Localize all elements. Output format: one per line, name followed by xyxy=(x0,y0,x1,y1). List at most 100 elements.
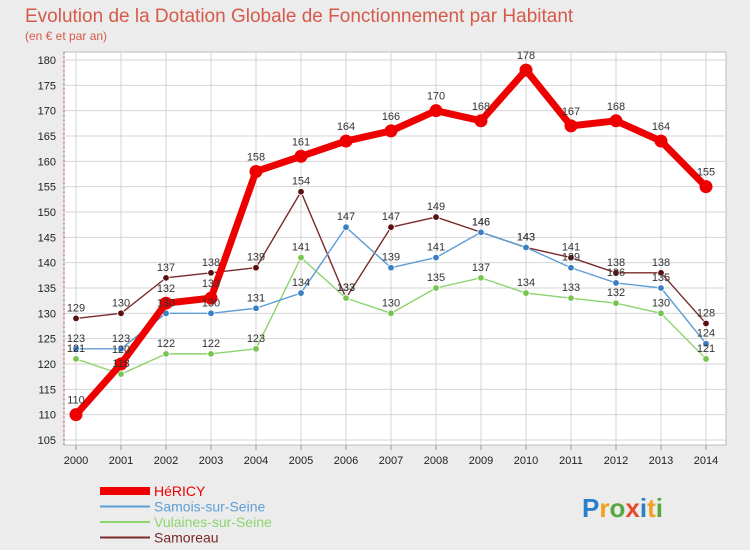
y-tick-label: 145 xyxy=(38,232,56,244)
data-point xyxy=(207,309,215,318)
data-point xyxy=(567,294,575,302)
data-point xyxy=(612,279,620,287)
x-tick-label: 2007 xyxy=(379,455,403,467)
data-label: 133 xyxy=(337,282,355,294)
data-label: 123 xyxy=(67,333,85,345)
series-layer xyxy=(69,63,713,422)
data-point xyxy=(657,269,665,277)
data-point xyxy=(654,134,668,148)
data-label: 139 xyxy=(562,252,580,264)
data-point xyxy=(432,284,440,292)
data-point xyxy=(72,355,80,363)
x-tick-label: 2001 xyxy=(109,455,133,467)
data-label: 130 xyxy=(112,297,130,309)
data-label: 129 xyxy=(67,302,85,314)
y-tick-label: 140 xyxy=(38,258,56,270)
data-label: 161 xyxy=(292,136,310,148)
data-point xyxy=(387,264,395,272)
data-label: 121 xyxy=(67,343,85,355)
data-point xyxy=(117,345,125,353)
data-point xyxy=(429,104,443,118)
data-label: 138 xyxy=(202,257,220,269)
data-label: 123 xyxy=(112,333,130,345)
data-point xyxy=(567,253,575,262)
data-point xyxy=(564,119,578,133)
data-label: 118 xyxy=(112,358,130,370)
data-label: 147 xyxy=(337,211,355,223)
data-point xyxy=(432,213,440,221)
x-tick-label: 2005 xyxy=(289,455,313,467)
data-label: 132 xyxy=(157,283,175,295)
y-tick-label: 130 xyxy=(38,308,56,320)
data-label: 110 xyxy=(67,395,85,407)
data-label: 168 xyxy=(472,101,490,113)
data-point xyxy=(567,264,575,272)
data-point xyxy=(252,345,260,353)
data-point xyxy=(519,63,533,77)
data-point xyxy=(612,269,620,277)
data-point xyxy=(657,309,665,318)
data-point xyxy=(162,274,170,282)
data-label: 135 xyxy=(652,272,670,284)
data-label: 137 xyxy=(472,262,490,274)
data-label: 138 xyxy=(652,257,670,269)
data-point xyxy=(294,149,308,163)
data-label: 133 xyxy=(337,282,355,294)
data-label: 168 xyxy=(607,101,625,113)
data-point xyxy=(159,296,173,310)
y-tick-label: 150 xyxy=(38,207,56,219)
data-label: 136 xyxy=(607,267,625,279)
data-label: 143 xyxy=(517,231,535,243)
data-label: 139 xyxy=(382,252,400,264)
data-label: 146 xyxy=(472,216,490,228)
data-label: 141 xyxy=(562,242,580,254)
data-point xyxy=(342,223,350,231)
data-label: 143 xyxy=(517,231,535,243)
data-label: 170 xyxy=(427,91,445,103)
x-tick-label: 2011 xyxy=(559,455,583,467)
data-label: 122 xyxy=(202,338,220,350)
y-tick-label: 155 xyxy=(38,182,56,194)
data-point xyxy=(387,309,395,318)
data-label: 155 xyxy=(697,167,715,179)
y-tick-label: 105 xyxy=(38,435,56,447)
data-label: 135 xyxy=(427,272,445,284)
x-tick-label: 2006 xyxy=(334,455,358,467)
data-label: 134 xyxy=(292,277,310,289)
y-tick-label: 110 xyxy=(38,410,56,422)
data-point xyxy=(249,164,263,178)
y-tick-label: 160 xyxy=(38,156,56,168)
data-label: 139 xyxy=(247,252,265,264)
x-tick-label: 2000 xyxy=(64,455,88,467)
data-point xyxy=(702,355,710,363)
data-point xyxy=(432,253,440,262)
data-point xyxy=(477,274,485,282)
data-label: 158 xyxy=(247,151,265,163)
data-point xyxy=(477,228,485,236)
data-label: 130 xyxy=(382,297,400,309)
axis-layer: 105 110 115 120 125 130 135 140 145 150 155 160 165 1… xyxy=(38,52,718,467)
data-point xyxy=(252,264,260,272)
data-label: 141 xyxy=(292,242,310,254)
logo-letter: r xyxy=(599,493,609,523)
data-label: 133 xyxy=(202,278,220,290)
data-label: 166 xyxy=(382,111,400,123)
data-label: 164 xyxy=(337,121,355,133)
data-point xyxy=(207,269,215,277)
y-tick-label: 175 xyxy=(38,80,56,92)
data-point xyxy=(702,340,710,348)
data-point xyxy=(69,408,83,422)
data-label: 121 xyxy=(697,343,715,355)
data-label: 132 xyxy=(607,287,625,299)
x-tick-label: 2012 xyxy=(604,455,628,467)
data-point xyxy=(339,134,353,148)
data-point xyxy=(702,319,710,328)
data-label: 124 xyxy=(697,328,715,340)
x-tick-label: 2004 xyxy=(244,455,268,467)
logo-letter: i xyxy=(640,493,647,523)
data-point xyxy=(609,114,623,128)
y-tick-label: 165 xyxy=(38,131,56,143)
data-label: 178 xyxy=(517,50,535,62)
data-point xyxy=(117,309,125,318)
